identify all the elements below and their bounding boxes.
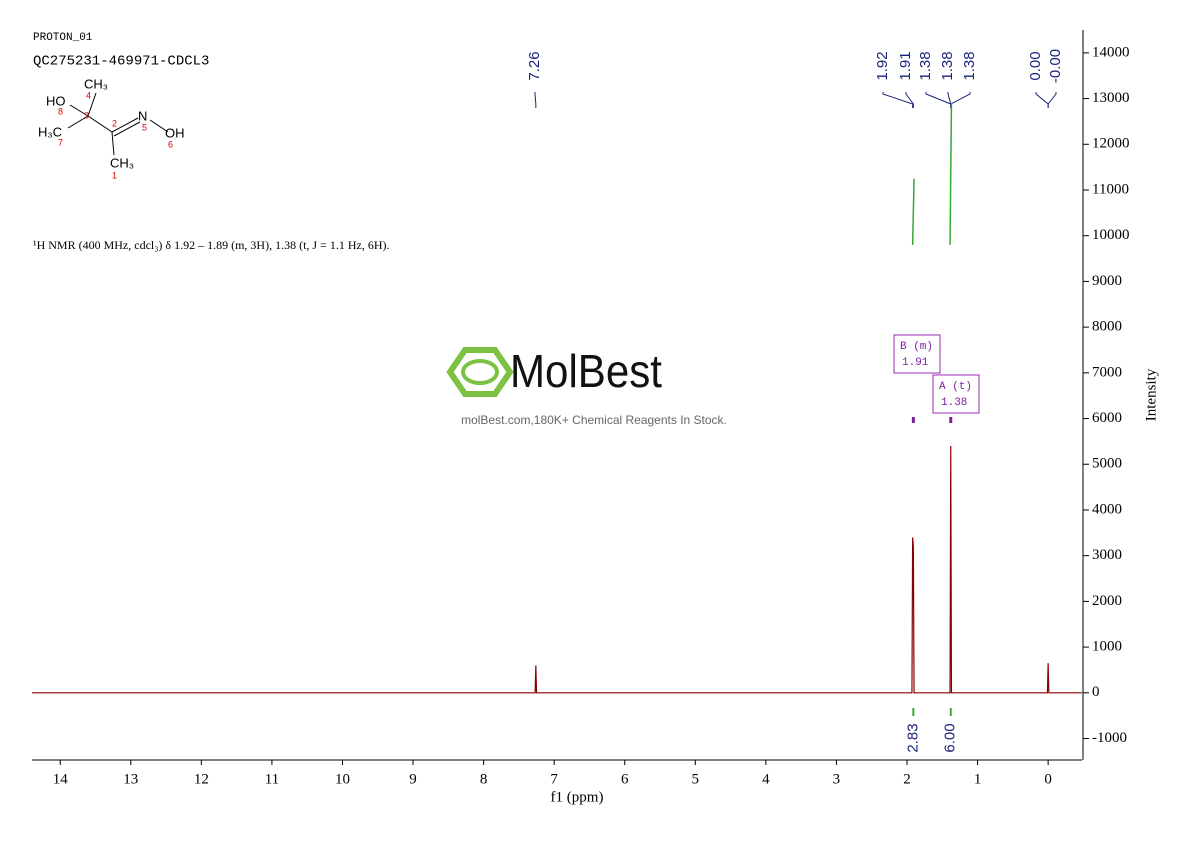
peak-leader: [1047, 92, 1057, 108]
bond: [87, 92, 97, 117]
y-tick-label: 11000: [1092, 181, 1129, 197]
atom: OH: [165, 125, 185, 140]
peak-leader: [905, 92, 914, 108]
multiplet-box: [932, 374, 980, 414]
y-axis-label: Intensity: [1143, 368, 1159, 421]
y-tick-label: 1000: [1092, 639, 1122, 655]
y-tick-label: 14000: [1092, 44, 1130, 60]
peak-label: 1.38: [961, 51, 978, 80]
y-tick-label: 13000: [1092, 90, 1130, 106]
multiplet-name: A (t): [939, 381, 972, 393]
x-tick-label: 2: [903, 771, 911, 787]
atom-number: 4: [86, 90, 91, 100]
atom: HO: [46, 93, 66, 108]
y-tick-label: 4000: [1092, 501, 1122, 517]
brand: MolBest: [510, 345, 662, 397]
x-tick-label: 1: [974, 771, 982, 787]
integral-label: 6.00: [942, 723, 959, 752]
y-tick-label: 7000: [1092, 364, 1122, 380]
multiplet-box: [893, 334, 941, 374]
atom-number: 7: [58, 137, 63, 147]
structure: HO CH₃ H₃C N OH CH₃ 1 2 3 4 5 6 7 8: [38, 76, 185, 180]
x-tick-label: 7: [550, 771, 558, 787]
x-tick-label: 0: [1044, 771, 1052, 787]
logo: [446, 347, 514, 397]
x-tick-label: 11: [265, 771, 279, 787]
peak-label: 1.38: [917, 51, 934, 80]
multiplet-value: 1.38: [941, 397, 967, 409]
multiplet-value: 1.91: [902, 357, 929, 369]
tagline: molBest.com,180K+ Chemical Reagents In S…: [461, 413, 727, 427]
x-tick-label: 3: [833, 771, 841, 787]
atom-number: 6: [168, 139, 173, 149]
x-tick-label: 12: [194, 771, 209, 787]
peak-label: 1.38: [939, 51, 956, 80]
x-tick-label: 8: [480, 771, 488, 787]
x-tick-label: 9: [409, 771, 417, 787]
spectrum: [32, 445, 1082, 694]
peak-label: 7.26: [526, 51, 543, 80]
logo: [461, 359, 499, 385]
bond: [111, 117, 139, 133]
y-tick-label: 2000: [1092, 593, 1122, 609]
peak-label: 1.92: [874, 51, 891, 80]
watermark: MolBest molBest.com,180K+ Chemical Reage…: [446, 345, 727, 427]
x-axis-label: f1 (ppm): [551, 789, 604, 805]
nmr-description: ¹H NMR (400 MHz, cdcl₃) δ 1.92 – 1.89 (m…: [33, 238, 390, 252]
y-tick-label: 10000: [1092, 227, 1130, 243]
peak-leader: [1035, 92, 1049, 108]
atom: CH₃: [84, 76, 108, 91]
peak-leader: [925, 92, 952, 108]
integral-curve: [949, 103, 953, 245]
atom-number: 8: [58, 106, 63, 116]
atom: CH₃: [110, 155, 134, 170]
peak-leader: [534, 92, 537, 108]
y-tick-label: 8000: [1092, 319, 1122, 335]
integral-label: 2.83: [904, 723, 921, 752]
bond: [111, 131, 115, 156]
x-tick-label: 13: [123, 771, 138, 787]
y-tick-label: -1000: [1092, 730, 1127, 746]
integral-curve: [911, 178, 915, 245]
bond: [67, 115, 89, 129]
peak-label: 1.91: [897, 51, 914, 80]
atom-number: 2: [112, 118, 117, 128]
bond: [113, 121, 141, 137]
atom-number: 3: [84, 110, 89, 120]
peak-label: -0.00: [1047, 49, 1064, 83]
multiplet-name: B (m): [900, 341, 933, 353]
peak-leader: [882, 92, 914, 108]
peak-label: 0.00: [1027, 51, 1044, 80]
y-tick-label: 5000: [1092, 456, 1122, 472]
bond: [87, 115, 113, 133]
atom: H₃C: [38, 124, 62, 139]
y-tick-label: 0: [1092, 684, 1100, 700]
bond: [69, 104, 89, 117]
y-tick-label: 6000: [1092, 410, 1122, 426]
peak-leader: [950, 92, 971, 108]
atom: N: [138, 108, 147, 123]
experiment: PROTON_01: [33, 32, 93, 44]
y-tick-label: 9000: [1092, 273, 1122, 289]
x-tick-label: 5: [692, 771, 700, 787]
x-tick-label: 14: [53, 771, 69, 787]
x-tick-label: 10: [335, 771, 350, 787]
atom-number: 5: [142, 122, 147, 132]
bond: [149, 119, 169, 133]
y-tick-label: 12000: [1092, 136, 1130, 152]
sample: QC275231-469971-CDCL3: [33, 54, 209, 70]
x-tick-label: 6: [621, 771, 629, 787]
x-tick-label: 4: [762, 771, 770, 787]
y-tick-label: 3000: [1092, 547, 1122, 563]
atom-number: 1: [112, 170, 117, 180]
